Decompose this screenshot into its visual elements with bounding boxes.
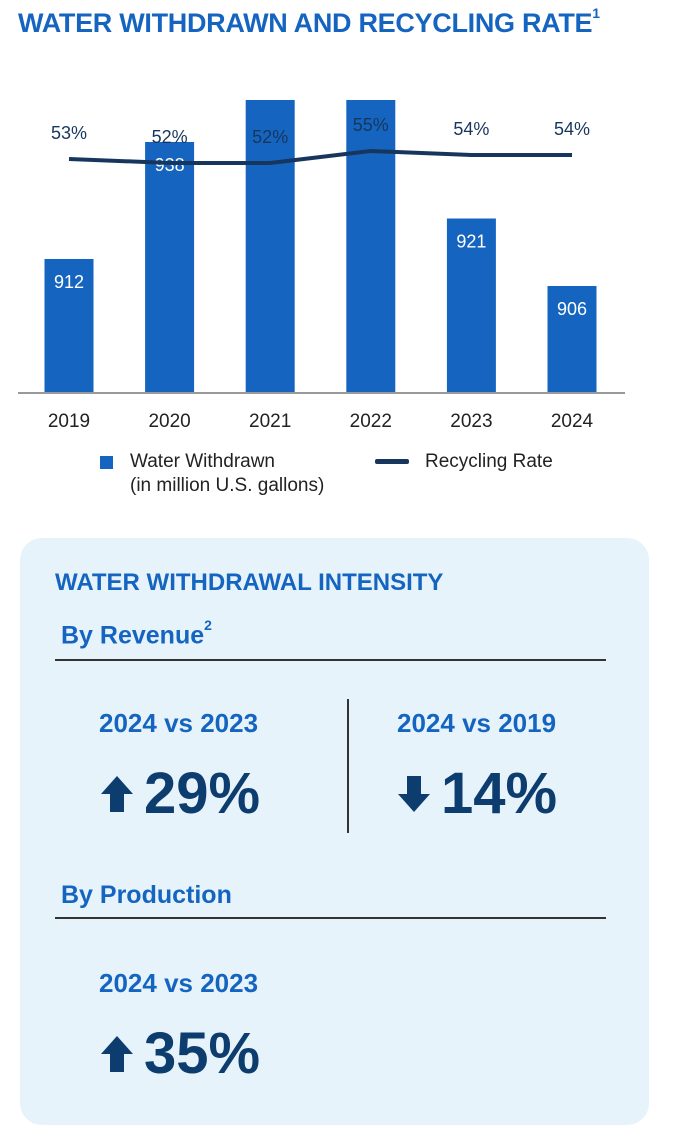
line-point-label: 55%: [353, 115, 389, 135]
by-revenue-footnote: 2: [204, 617, 212, 633]
revenue-left-pct: 29%: [144, 761, 261, 826]
by-revenue-rule: [55, 659, 606, 661]
chart-title-text: WATER WITHDRAWN AND RECYCLING RATE: [18, 8, 593, 38]
legend-line-swatch: [375, 459, 409, 464]
arrow-up-icon: [101, 775, 133, 812]
title-footnote: 1: [592, 5, 600, 21]
bar-2021: [245, 100, 295, 392]
legend-bar-swatch: [100, 456, 113, 469]
chart-title: WATER WITHDRAWN AND RECYCLING RATE1: [18, 5, 600, 39]
legend-bar-label: Water Withdrawn (in million U.S. gallons…: [130, 450, 324, 498]
by-revenue-heading: By Revenue2: [61, 617, 212, 650]
bar-2022: [346, 100, 396, 392]
x-tick-label: 2023: [450, 411, 492, 432]
water-chart: 9122019938202096120219632022921202390620…: [18, 100, 625, 432]
legend-line-label: Recycling Rate: [425, 451, 553, 472]
line-point-label: 54%: [554, 119, 590, 139]
bar-2023: [446, 218, 496, 392]
revenue-left-label: 2024 vs 2023: [99, 708, 259, 738]
revenue-left-value: 29%: [100, 760, 260, 827]
revenue-right-label: 2024 vs 2019: [397, 708, 557, 738]
arrow-down-icon: [398, 775, 430, 812]
x-tick-label: 2024: [551, 411, 594, 432]
intensity-panel: WATER WITHDRAWAL INTENSITY By Revenue2 2…: [20, 538, 649, 1125]
chart-legend: Water Withdrawn (in million U.S. gallons…: [0, 450, 678, 510]
by-revenue-heading-text: By Revenue: [61, 621, 205, 650]
line-point-label: 52%: [152, 127, 188, 147]
bar-2019: [44, 259, 94, 392]
bar-value-label: 912: [54, 272, 84, 292]
by-production-rule: [55, 917, 606, 919]
revenue-right-pct: 14%: [441, 761, 558, 826]
x-tick-label: 2022: [350, 411, 392, 432]
recycling-rate-line: [68, 148, 572, 165]
production-left-value: 35%: [100, 1020, 260, 1087]
bar-value-label: 921: [456, 232, 486, 252]
line-point-label: 52%: [252, 127, 288, 147]
revenue-divider: [347, 699, 349, 833]
by-production-heading: By Production: [61, 881, 232, 909]
legend-bar-line1: Water Withdrawn: [130, 451, 275, 472]
line-point-label: 53%: [51, 123, 87, 143]
bar-2024: [547, 286, 597, 392]
x-tick-label: 2021: [249, 411, 291, 432]
legend-bar-line2: (in million U.S. gallons): [130, 475, 325, 496]
production-left-pct: 35%: [144, 1021, 261, 1086]
x-tick-label: 2020: [148, 411, 190, 432]
production-left-label: 2024 vs 2023: [99, 968, 259, 998]
bar-2020: [145, 142, 195, 392]
x-tick-label: 2019: [48, 411, 90, 432]
line-point-label: 54%: [453, 119, 489, 139]
revenue-right-value: 14%: [397, 760, 557, 827]
intensity-title: WATER WITHDRAWAL INTENSITY: [55, 569, 444, 596]
bar-value-label: 906: [557, 299, 587, 319]
arrow-up-icon: [101, 1035, 133, 1072]
